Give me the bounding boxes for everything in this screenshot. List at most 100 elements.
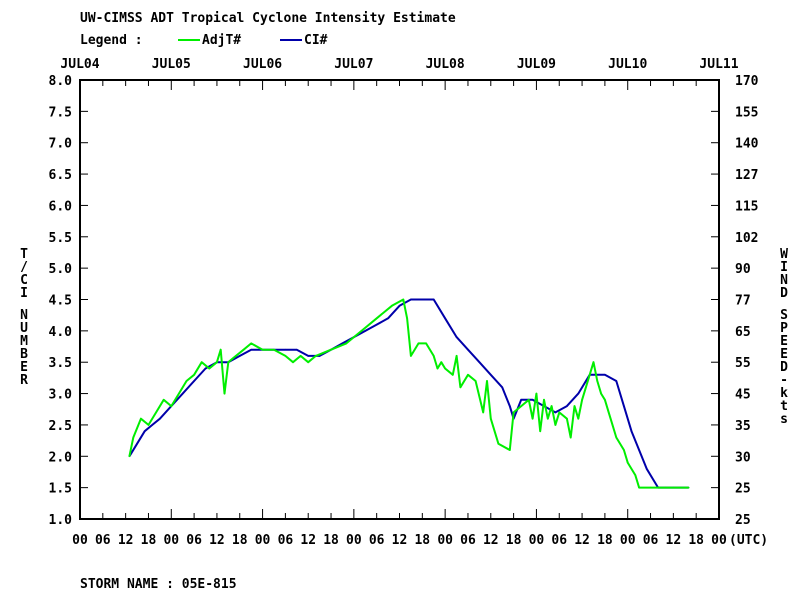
data-point-adjt (600, 392, 602, 395)
day-label: JUL05 (152, 57, 191, 72)
hour-label: 00 (437, 533, 453, 548)
data-point-ci (136, 442, 138, 445)
data-point-adjt (573, 405, 576, 407)
data-point-adjt (425, 342, 427, 345)
data-point-adjt (432, 355, 435, 357)
data-point-ci (638, 449, 640, 451)
hour-label: 06 (95, 533, 111, 548)
data-point-adjt (223, 392, 226, 395)
axes-group: 1.0 25 1.5 25 2.0 30 2.5 35 3.0 45 3.5 55 4.0 65 4.5 77… (20, 57, 788, 548)
data-point-ci (554, 411, 557, 414)
hour-label: 12 (209, 533, 225, 548)
data-point-adjt (554, 424, 557, 426)
legend-entry-ci: CI# (304, 33, 328, 48)
hour-label: 06 (369, 533, 385, 548)
data-point-adjt (497, 442, 500, 445)
wind-tick-label: 65 (735, 325, 751, 340)
day-label: JUL06 (243, 57, 282, 72)
chart-title: UW-CIMSS ADT Tropical Cyclone Intensity … (80, 11, 456, 26)
data-point-adjt (299, 355, 302, 357)
data-point-adjt (486, 380, 488, 382)
data-point-adjt (634, 474, 637, 476)
wind-tick-label: 45 (735, 388, 751, 403)
data-point-adjt (444, 367, 446, 370)
data-point-ci (204, 367, 207, 370)
series-line-adjt (128, 298, 689, 489)
y-tick-label: 5.5 (49, 231, 72, 246)
data-point-adjt (566, 417, 568, 420)
hour-label: 12 (118, 533, 134, 548)
day-label: JUL04 (60, 57, 99, 72)
legend-entry-adjt: AdjT# (202, 33, 241, 48)
data-point-adjt (547, 417, 549, 420)
hour-label: 00 (620, 533, 636, 548)
data-point-adjt (406, 317, 408, 320)
data-point-adjt (649, 486, 652, 489)
data-point-adjt (315, 355, 317, 357)
data-point-adjt (242, 348, 245, 351)
data-point-adjt (550, 405, 553, 407)
data-point-adjt (178, 392, 180, 395)
wind-tick-label: 55 (735, 356, 751, 371)
data-point-adjt (467, 374, 469, 376)
data-point-adjt (417, 342, 420, 345)
data-point-adjt (455, 355, 458, 357)
data-point-adjt (558, 411, 561, 414)
hour-label: 12 (574, 533, 590, 548)
data-point-adjt (216, 361, 218, 364)
plot-frame (79, 79, 720, 520)
data-point-ci (421, 298, 424, 301)
hour-label: 18 (323, 533, 339, 548)
hour-label: 00 (529, 533, 545, 548)
data-point-adjt (391, 305, 393, 307)
day-label: JUL10 (608, 57, 647, 72)
data-point-ci (615, 380, 618, 382)
series-line-ci (128, 298, 689, 489)
data-point-adjt (668, 486, 671, 489)
data-point-ci (364, 330, 367, 332)
hour-label: 18 (506, 533, 522, 548)
data-point-adjt (623, 449, 625, 451)
data-point-adjt (185, 380, 188, 382)
wind-tick-label: 25 (735, 513, 751, 528)
data-point-adjt (687, 486, 690, 489)
data-point-ci (181, 392, 184, 395)
data-point-adjt (577, 417, 580, 420)
data-point-ci (444, 317, 446, 320)
data-point-adjt (436, 367, 439, 370)
data-point-adjt (140, 417, 142, 420)
data-point-adjt (132, 436, 135, 439)
y-tick-label: 7.5 (49, 105, 72, 120)
data-point-adjt (585, 386, 587, 389)
data-point-ci (410, 298, 412, 301)
day-label: JUL07 (334, 57, 373, 72)
hour-label: 18 (232, 533, 248, 548)
wind-tick-label: 155 (735, 105, 758, 120)
data-point-adjt (360, 330, 363, 332)
hour-label: 12 (392, 533, 408, 548)
data-point-ci (566, 405, 568, 407)
wind-tick-label: 102 (735, 231, 758, 246)
y-tick-label: 6.0 (49, 199, 73, 214)
y-tick-label: 4.5 (49, 294, 72, 309)
data-point-adjt (535, 392, 538, 395)
data-point-adjt (611, 424, 614, 426)
data-point-ci (398, 305, 401, 307)
y-tick-label: 6.5 (49, 168, 72, 183)
storm-name: STORM NAME : 05E-815 (80, 577, 237, 592)
hour-label: 06 (278, 533, 294, 548)
data-point-adjt (440, 361, 443, 364)
data-point-ci (623, 405, 625, 407)
data-point-adjt (193, 374, 195, 376)
data-point-adjt (509, 449, 511, 451)
data-point-ci (501, 386, 504, 389)
y-tick-label: 2.5 (49, 419, 72, 434)
hour-label: 00 (72, 533, 88, 548)
data-point-adjt (528, 399, 530, 401)
data-point-adjt (261, 348, 264, 351)
data-point-adjt (345, 342, 348, 345)
data-point-ci (432, 298, 435, 301)
